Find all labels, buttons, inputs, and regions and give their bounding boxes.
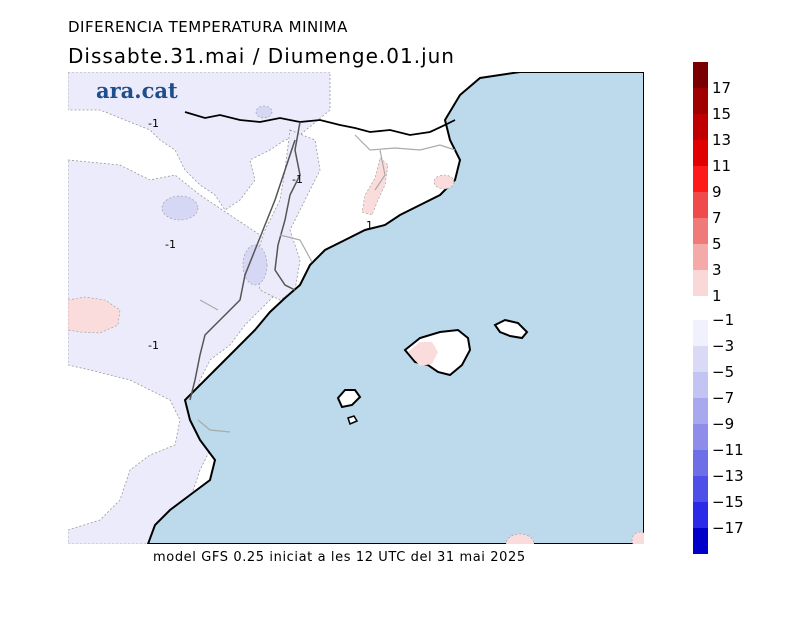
warm-patch-girona: [433, 174, 455, 190]
colorbar-positive: [693, 62, 708, 296]
colorbar-swatch: [693, 140, 708, 166]
colorbar-tick-label: −17: [712, 519, 744, 537]
colorbar-swatch: [693, 372, 708, 398]
boundary-provinces-catalonia: [354, 134, 456, 191]
contour-label: -1: [292, 173, 303, 186]
colorbar-swatch: [693, 244, 708, 270]
colorbar-swatch: [693, 218, 708, 244]
island-menorca: [493, 318, 529, 340]
colorbar-swatch: [693, 270, 708, 296]
cool-region-ebro: [254, 129, 321, 301]
colorbar-swatch: [693, 114, 708, 140]
colorbar-swatch: [693, 62, 708, 88]
contour-label: -1: [148, 117, 159, 130]
colorbar-swatch: [693, 320, 708, 346]
border-pyrenees: [184, 111, 456, 136]
map-subtitle: Dissabte.31.mai / Diumenge.01.jun: [68, 44, 455, 68]
sea: [146, 72, 644, 544]
colorbar-tick-label: 13: [712, 131, 732, 149]
map-title: DIFERENCIA TEMPERATURA MINIMA: [68, 18, 348, 36]
colorbar-negative: [693, 320, 708, 554]
colorbar-tick-label: 15: [712, 105, 732, 123]
colorbar-tick-label: −9: [712, 415, 735, 433]
model-run-footer: model GFS 0.25 iniciat a les 12 UTC del …: [153, 550, 526, 565]
colorbar-swatch: [693, 528, 708, 554]
boundary-aragon: [189, 139, 296, 401]
contour-label: 1: [366, 219, 373, 232]
colorbar-tick-label: −11: [712, 441, 744, 459]
colorbar-tick-label: −7: [712, 389, 735, 407]
cool-region-inland: [68, 159, 286, 544]
warm-patch-west: [68, 296, 121, 334]
island-formentera: [347, 415, 359, 426]
colorbar-tick-label: 17: [712, 79, 732, 97]
contour-label: -1: [148, 339, 159, 352]
cool-patch-2: [242, 244, 268, 286]
colorbar-tick-label: 7: [712, 209, 722, 227]
colorbar-tick-label: −15: [712, 493, 744, 511]
colorbar-swatch: [693, 166, 708, 192]
island-eivissa: [336, 389, 362, 409]
colorbar-tick-label: −3: [712, 337, 735, 355]
colorbar-tick-label: −1: [712, 311, 735, 329]
boundary-catalonia-aragon: [274, 121, 301, 291]
warm-patch-sea-south: [505, 533, 535, 544]
cool-patch-1: [161, 195, 199, 221]
colorbar-swatch: [693, 192, 708, 218]
colorbar-tick-label: 5: [712, 235, 722, 253]
warm-patch-catalonia: [361, 157, 389, 216]
colorbar-tick-label: −13: [712, 467, 744, 485]
colorbar-swatch: [693, 88, 708, 114]
colorbar-swatch: [693, 346, 708, 372]
warm-patch-sea-edge: [631, 531, 644, 544]
colorbar-swatch: [693, 450, 708, 476]
colorbar-swatch: [693, 398, 708, 424]
colorbar-tick-label: 9: [712, 183, 722, 201]
colorbar-tick-label: 11: [712, 157, 732, 175]
colorbar-tick-label: 3: [712, 261, 722, 279]
island-mallorca-warm: [408, 342, 438, 366]
cool-patch-4: [255, 105, 273, 119]
colorbar-tick-label: 1: [712, 287, 722, 305]
colorbar-swatch: [693, 424, 708, 450]
contour-label: -1: [165, 238, 176, 251]
colorbar-swatch: [693, 502, 708, 528]
colorbar-swatch: [693, 476, 708, 502]
colorbar-tick-label: −5: [712, 363, 735, 381]
ara-cat-logo: ara.cat: [96, 78, 178, 103]
boundary-provinces-south: [197, 234, 313, 433]
